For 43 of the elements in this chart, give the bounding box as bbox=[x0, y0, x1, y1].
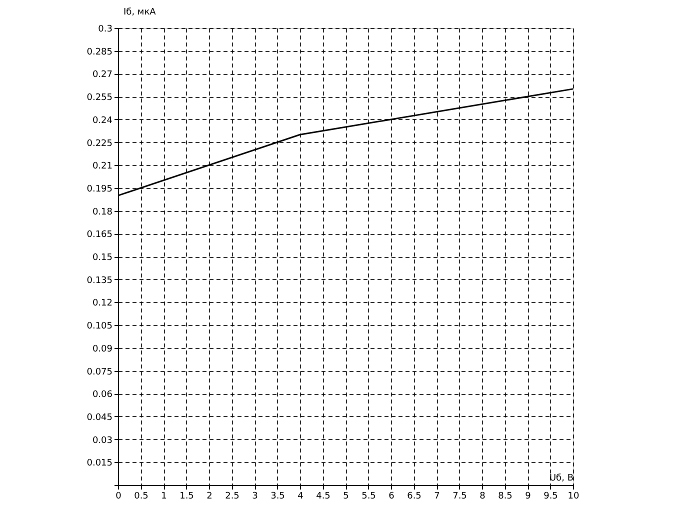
y-tick-label: 0.285 bbox=[86, 47, 112, 58]
x-tick-label: 10 bbox=[568, 492, 580, 502]
x-tick-label: 0 bbox=[116, 492, 122, 502]
x-tick-label: 3 bbox=[252, 492, 258, 502]
y-tick-label: 0.3 bbox=[98, 24, 112, 34]
x-tick-label: 1 bbox=[161, 492, 167, 502]
y-tick-label: 0.06 bbox=[92, 390, 113, 400]
y-tick-label: 0.015 bbox=[86, 458, 112, 469]
x-tick-label: 4.5 bbox=[316, 492, 330, 502]
x-tick-label: 7 bbox=[434, 492, 440, 502]
x-tick-label: 7.5 bbox=[452, 492, 467, 502]
x-tick-label: 4 bbox=[298, 492, 304, 502]
y-tick-label: 0.21 bbox=[92, 162, 112, 172]
x-axis-title: Uб, В bbox=[549, 474, 574, 484]
x-tick-label: 9.5 bbox=[544, 492, 558, 502]
x-tick-label: 8.5 bbox=[498, 492, 512, 502]
y-tick-label: 0.225 bbox=[86, 138, 112, 149]
x-tick-label: 8 bbox=[480, 492, 486, 502]
y-tick-label: 0.27 bbox=[92, 70, 112, 80]
y-tick-label: 0.045 bbox=[86, 412, 112, 423]
x-tick-label: 2.5 bbox=[225, 492, 240, 502]
y-tick-label: 0.135 bbox=[86, 276, 112, 286]
y-tick-label: 0.105 bbox=[86, 322, 112, 332]
x-tick-label: 6.5 bbox=[407, 492, 422, 502]
y-tick-label: 0.075 bbox=[86, 367, 112, 378]
x-tick-label: 2 bbox=[206, 492, 212, 502]
y-tick-label: 0.12 bbox=[92, 298, 112, 309]
y-axis-title: Iб, мкА bbox=[124, 8, 157, 18]
y-tick-label: 0.195 bbox=[86, 184, 112, 194]
y-tick-label: 0.15 bbox=[92, 253, 112, 263]
x-tick-label: 5 bbox=[343, 492, 349, 502]
y-tick-label: 0.24 bbox=[92, 116, 113, 126]
y-tick-label: 0.03 bbox=[92, 436, 112, 446]
y-tick-label: 0.255 bbox=[86, 93, 112, 104]
x-tick-label: 0.5 bbox=[134, 492, 148, 502]
x-tick-label: 1.5 bbox=[180, 492, 194, 502]
y-tick-label: 0.165 bbox=[86, 230, 112, 240]
x-tick-label: 5.5 bbox=[362, 492, 376, 502]
x-tick-label: 6 bbox=[388, 492, 395, 502]
x-tick-label: 3.5 bbox=[270, 492, 285, 502]
y-tick-label: 0.18 bbox=[92, 207, 113, 218]
x-tick-label: 9 bbox=[525, 492, 532, 502]
y-tick-label: 0.09 bbox=[92, 344, 113, 354]
